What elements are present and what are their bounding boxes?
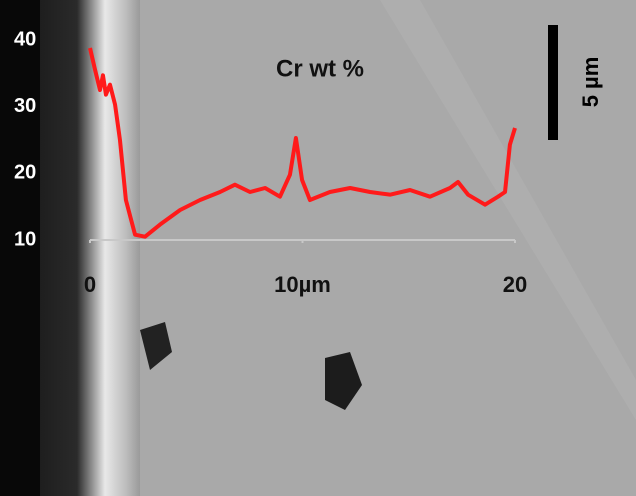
y-tick-label: 30 <box>14 95 36 117</box>
x-tick-label: 0 <box>84 272 96 297</box>
pore <box>140 322 172 370</box>
x-tick-label: 10µm <box>274 272 331 297</box>
cr-profile-line <box>88 47 517 239</box>
scale-bar <box>548 25 558 140</box>
pore <box>325 352 362 410</box>
chart-title: Cr wt % <box>276 55 364 82</box>
y-tick-label: 10 <box>14 228 36 250</box>
scale-bar-label: 5 µm <box>578 57 603 108</box>
y-tick-label: 20 <box>14 162 36 184</box>
y-tick-label: 40 <box>14 28 36 50</box>
x-tick-label: 20 <box>503 272 527 297</box>
grain-boundary <box>380 0 636 420</box>
dark-region <box>0 0 40 496</box>
